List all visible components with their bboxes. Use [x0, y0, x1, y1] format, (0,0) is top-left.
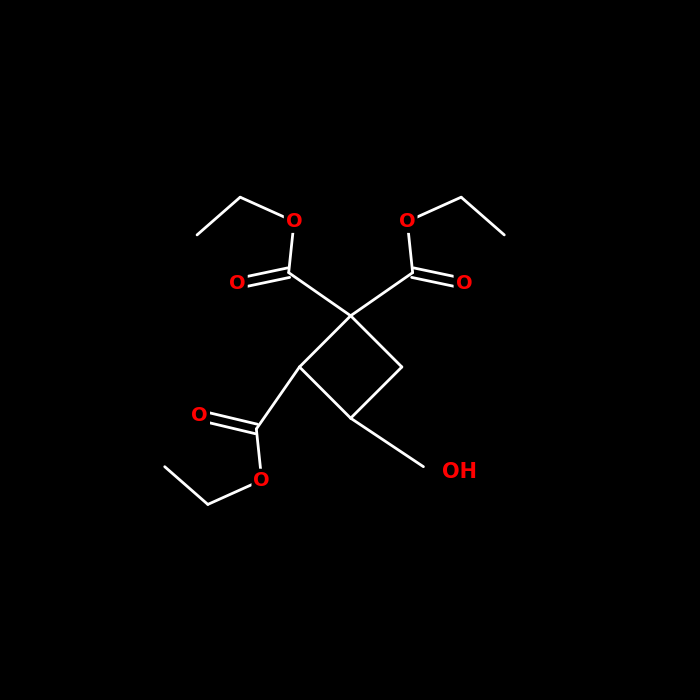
Text: OH: OH — [442, 462, 477, 482]
Text: O: O — [191, 406, 208, 425]
Text: O: O — [253, 470, 270, 490]
Text: O: O — [456, 274, 472, 293]
Text: O: O — [399, 212, 416, 231]
Text: O: O — [286, 212, 302, 231]
Text: O: O — [229, 274, 246, 293]
